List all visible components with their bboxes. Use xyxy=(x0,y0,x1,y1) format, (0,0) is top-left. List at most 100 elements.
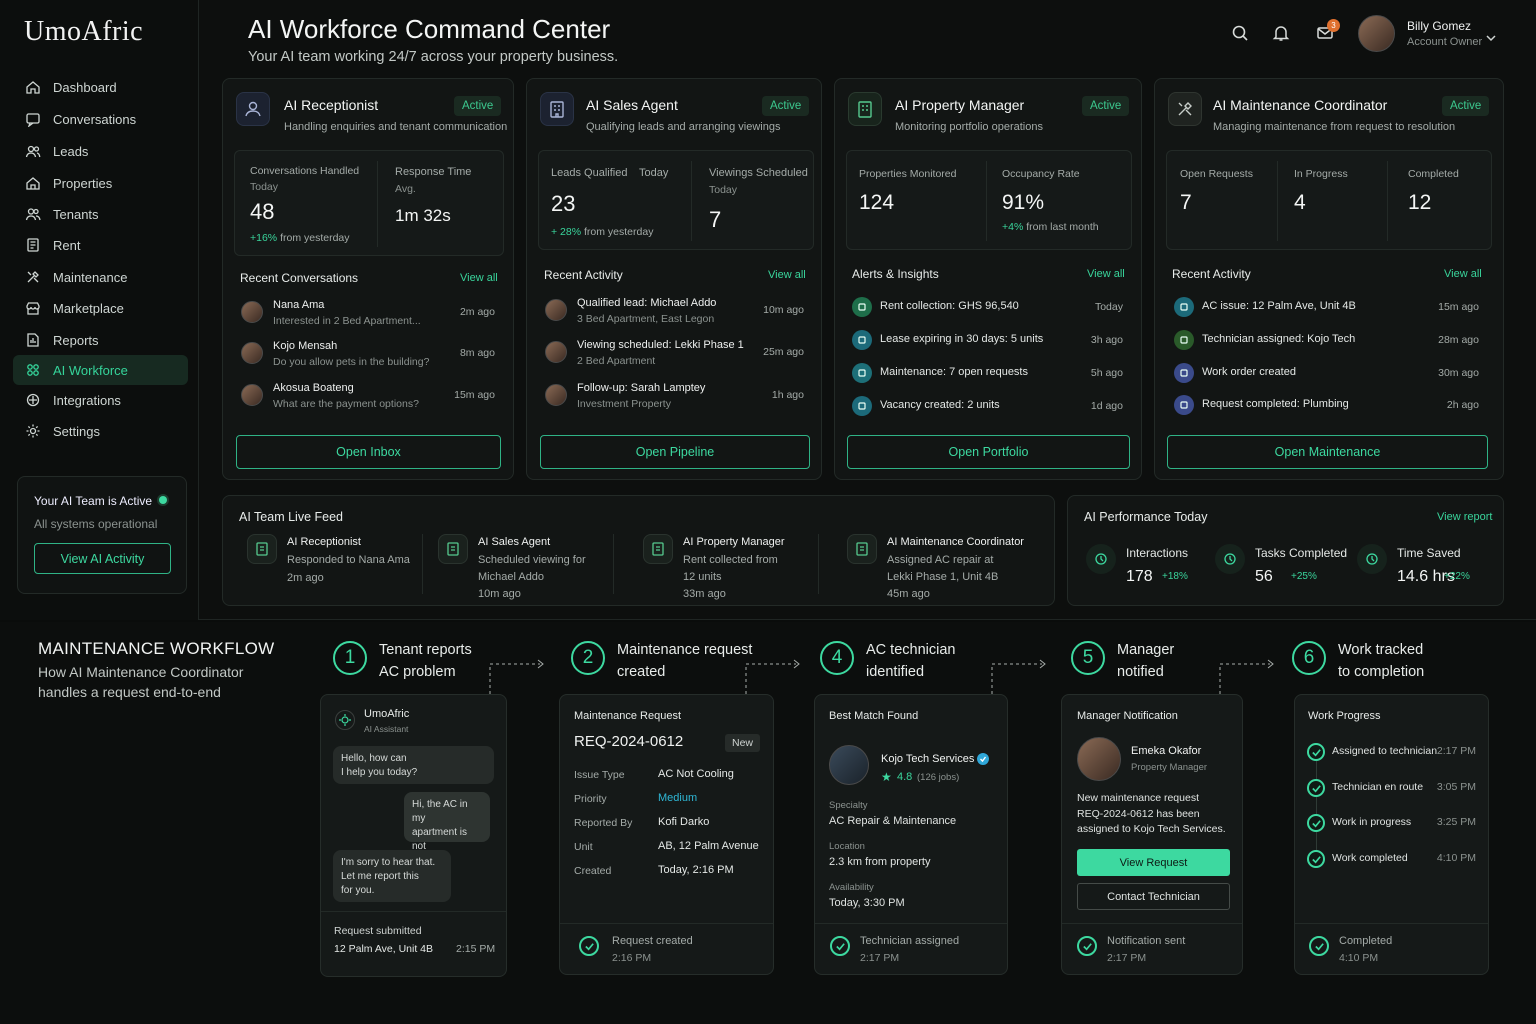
list-item-title[interactable]: Qualified lead: Michael Addo xyxy=(577,297,717,309)
feed-time: 2m ago xyxy=(287,572,324,584)
perf-value: 14.6 hrs xyxy=(1397,568,1455,585)
metric-sub: Today xyxy=(250,181,279,193)
list-item-time: 1h ago xyxy=(771,389,804,401)
building-icon xyxy=(540,92,574,126)
sidebar-item-dashboard[interactable]: Dashboard xyxy=(13,72,188,102)
brand-logo[interactable]: UmoAfric xyxy=(24,16,144,47)
metric-value: 4 xyxy=(1294,191,1306,214)
list-item-time: 2m ago xyxy=(459,306,495,318)
alert-text: Lease expiring in 30 days: 5 units xyxy=(880,333,1044,345)
perf-icon xyxy=(1215,544,1245,574)
list-item-title[interactable]: Nana Ama xyxy=(273,299,325,311)
metric-change-text: from yesterday xyxy=(584,226,654,238)
divider xyxy=(613,534,614,594)
contact-avatar xyxy=(545,384,567,406)
integrations-icon xyxy=(25,392,41,408)
step-status-label: Notification sent xyxy=(1107,935,1186,947)
user-name[interactable]: Billy Gomez xyxy=(1407,19,1472,33)
step-number-circle: 2 xyxy=(571,641,605,675)
progress-time: 3:05 PM xyxy=(1436,781,1476,793)
contact-avatar xyxy=(545,341,567,363)
step-status-label: Completed xyxy=(1339,935,1393,947)
sidebar-item-maintenance[interactable]: Maintenance xyxy=(13,262,188,292)
list-item-title[interactable]: Akosua Boateng xyxy=(273,382,354,394)
alert-icon xyxy=(852,297,872,317)
sidebar-item-settings[interactable]: Settings xyxy=(13,416,188,446)
metric-sub: Today xyxy=(709,184,738,196)
chevron-down-icon[interactable] xyxy=(1485,29,1497,42)
dashboard-top: UmoAfric Dashboard Conversations Leads Prop… xyxy=(0,0,1536,620)
metric-label: Response Time xyxy=(395,166,472,178)
perf-icon xyxy=(1357,544,1387,574)
view-all-link[interactable]: View all xyxy=(460,272,498,284)
sidebar-item-ai-workforce[interactable]: AI Workforce xyxy=(13,355,188,385)
open-pipeline-button[interactable]: Open Pipeline xyxy=(540,435,810,469)
list-item-time: 8m ago xyxy=(459,347,495,359)
metric-label: Completed xyxy=(1408,168,1459,180)
match-card-title: Best Match Found xyxy=(829,710,919,722)
team-status-subtitle: All systems operational xyxy=(34,517,158,531)
sidebar-item-integrations[interactable]: Integrations xyxy=(13,385,188,415)
workflow-subtitle: handles a request end-to-end xyxy=(38,684,221,700)
work-progress-card: Work Progress Assigned to technician 2:17… xyxy=(1294,694,1489,975)
divider xyxy=(818,534,819,594)
sidebar-item-leads[interactable]: Leads xyxy=(13,136,188,166)
feed-agent-icon xyxy=(643,534,673,564)
step-number-circle: 4 xyxy=(820,641,854,675)
list-item-title[interactable]: Viewing scheduled: Lekki Phase 1 xyxy=(577,339,744,351)
alert-icon xyxy=(1174,363,1194,383)
sidebar-item-marketplace[interactable]: Marketplace xyxy=(13,293,188,323)
bell-icon[interactable] xyxy=(1272,24,1290,42)
step-number-circle: 5 xyxy=(1071,641,1105,675)
metric-value: 1m 32s xyxy=(395,206,451,225)
list-item-title[interactable]: Kojo Mensah xyxy=(273,340,338,352)
status-badge: Active xyxy=(454,96,502,116)
request-id: REQ-2024-0612 xyxy=(574,733,684,750)
contact-avatar xyxy=(241,384,263,406)
metric-value: 7 xyxy=(1180,191,1192,214)
alert-time: 15m ago xyxy=(1438,301,1479,313)
sidebar-item-conversations[interactable]: Conversations xyxy=(13,104,188,134)
sidebar-item-properties[interactable]: Properties xyxy=(13,168,188,198)
store-icon xyxy=(25,300,41,316)
search-icon[interactable] xyxy=(1231,24,1249,42)
alert-time: 2h ago xyxy=(1446,399,1479,411)
performance-title: AI Performance Today xyxy=(1084,510,1208,524)
feed-text: Rent collected from xyxy=(683,554,778,566)
list-item-title[interactable]: Follow-up: Sarah Lamptey xyxy=(577,382,706,394)
sidebar-item-label: Settings xyxy=(53,423,100,439)
open-inbox-button[interactable]: Open Inbox xyxy=(236,435,501,469)
view-all-link[interactable]: View all xyxy=(768,269,806,281)
view-report-link[interactable]: View report xyxy=(1437,511,1493,523)
check-circle-icon xyxy=(1309,936,1329,956)
view-request-button[interactable]: View Request xyxy=(1077,849,1230,876)
view-all-link[interactable]: View all xyxy=(1087,268,1125,280)
manager-card-title: Manager Notification xyxy=(1077,710,1178,722)
request-field-value: Today, 2:16 PM xyxy=(658,864,734,876)
tools-icon xyxy=(1168,92,1202,126)
sidebar: UmoAfric Dashboard Conversations Leads Prop… xyxy=(0,0,199,620)
sales-card: AI Sales Agent Active Qualifying leads a… xyxy=(526,78,822,480)
property-card: AI Property Manager Active Monitoring po… xyxy=(834,78,1142,480)
step-status-time: 2:17 PM xyxy=(1107,952,1147,964)
property-metrics: Properties Monitored 124 Occupancy Rate … xyxy=(846,150,1132,250)
request-field-value: Kofi Darko xyxy=(658,816,710,828)
check-circle-icon xyxy=(830,936,850,956)
sidebar-item-rent[interactable]: Rent xyxy=(13,230,188,260)
view-all-link[interactable]: View all xyxy=(1444,268,1482,280)
sidebar-item-reports[interactable]: Reports xyxy=(13,325,188,355)
sales-metrics: Leads Qualified Today 23 + 28% from yest… xyxy=(538,150,814,250)
contact-technician-button[interactable]: Contact Technician xyxy=(1077,883,1230,910)
step-title: Tenant reports xyxy=(379,642,472,658)
sidebar-item-tenants[interactable]: Tenants xyxy=(13,199,188,229)
alert-icon xyxy=(852,330,872,350)
perf-label: Tasks Completed xyxy=(1255,546,1348,560)
metric-value: 23 xyxy=(551,191,576,216)
open-portfolio-button[interactable]: Open Portfolio xyxy=(847,435,1130,469)
feed-agent-icon xyxy=(438,534,468,564)
metric-label: Conversations Handled xyxy=(250,165,360,177)
open-maintenance-button[interactable]: Open Maintenance xyxy=(1167,435,1488,469)
technician-name[interactable]: Kojo Tech Services xyxy=(881,753,975,765)
user-avatar[interactable] xyxy=(1358,15,1395,52)
view-ai-activity-button[interactable]: View AI Activity xyxy=(34,543,171,574)
